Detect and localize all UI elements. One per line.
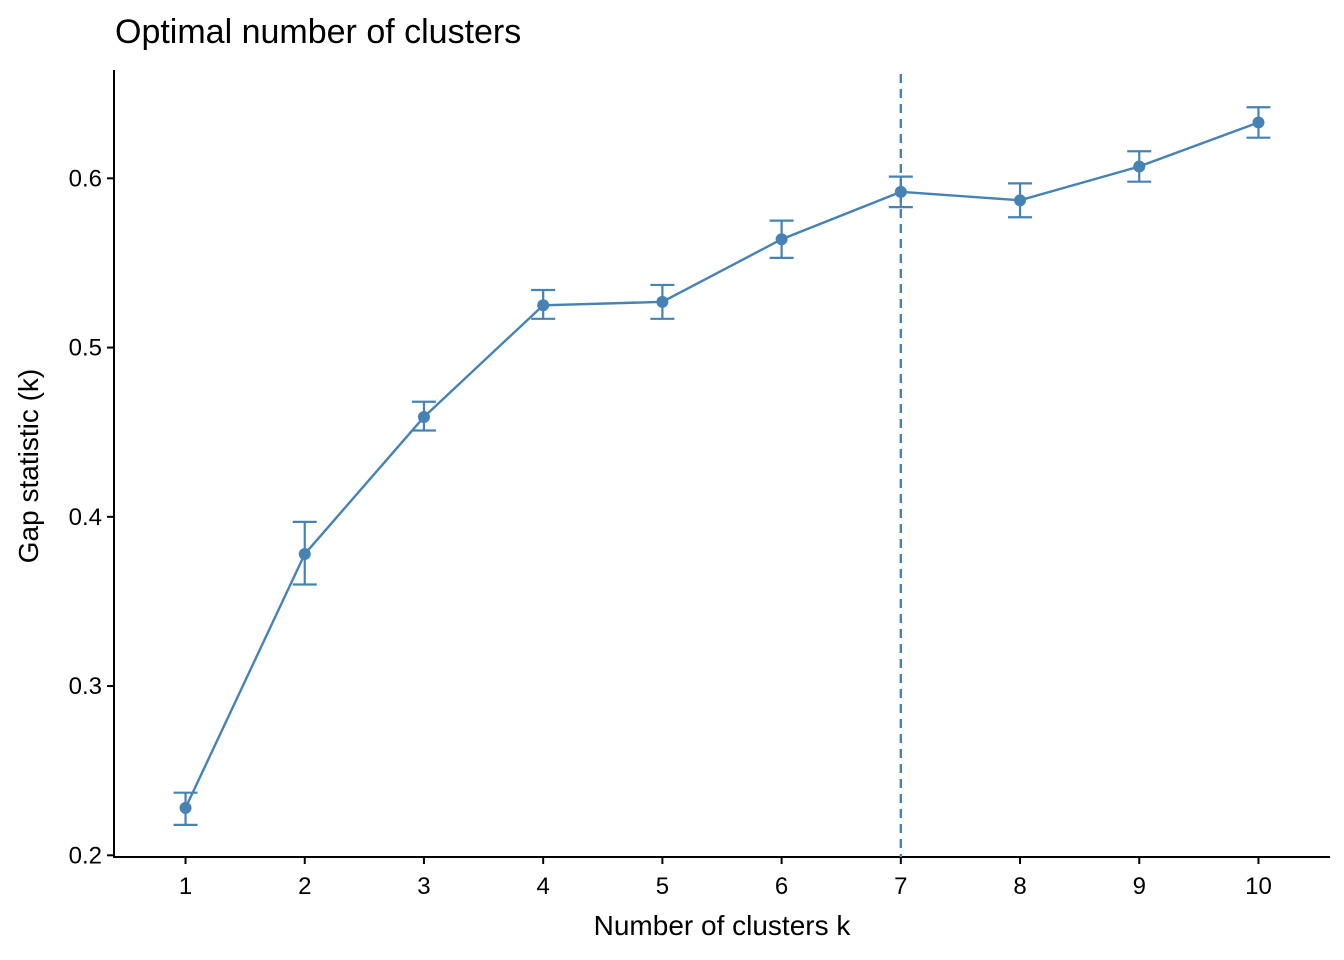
y-tick-label: 0.5 [69,335,102,362]
x-tick-label: 2 [298,873,311,900]
x-tick-label: 10 [1245,873,1272,900]
y-tick-label: 0.3 [69,673,102,700]
y-tick-label: 0.4 [69,504,102,531]
x-tick-label: 9 [1133,873,1146,900]
data-point [1252,116,1265,129]
data-points [179,116,1265,814]
x-tick-label: 6 [775,873,788,900]
x-tick-label: 4 [536,873,549,900]
error-bars [173,106,1271,826]
data-point [417,410,430,423]
y-tick-label: 0.2 [69,842,102,869]
y-axis-title: Gap statistic (k) [13,369,44,563]
x-tick-label: 1 [179,873,192,900]
data-point [298,548,311,561]
axes [113,70,1330,858]
y-tick-label: 0.6 [69,165,102,192]
x-ticks: 1 2 3 4 5 6 7 8 9 10 [179,857,1272,900]
data-point [1133,160,1146,173]
data-point [894,185,907,198]
x-tick-label: 7 [894,873,907,900]
data-point [1014,194,1027,207]
data-point [179,801,192,814]
data-point [537,299,550,312]
data-point [656,295,669,308]
y-ticks: 0.2 0.3 0.4 0.5 0.6 [69,165,114,869]
series-line [184,121,1259,809]
data-point [775,233,788,246]
series-line-layer [184,121,1259,809]
x-tick-label: 3 [417,873,430,900]
x-tick-label: 8 [1013,873,1026,900]
x-axis-title: Number of clusters k [594,910,852,941]
x-tick-label: 5 [656,873,669,900]
chart-title: Optimal number of clusters [115,13,521,51]
